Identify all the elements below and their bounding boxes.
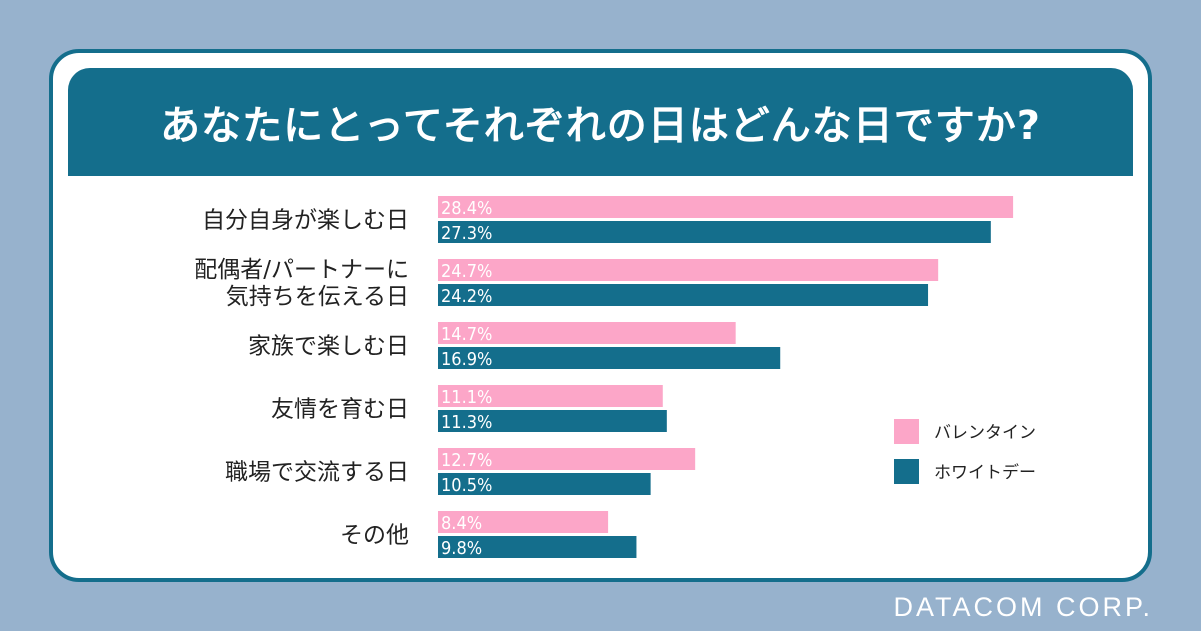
bar-valentine <box>438 448 696 470</box>
category-label: 家族で楽しむ日 <box>248 334 409 360</box>
data-label: 28.4% <box>441 198 492 219</box>
bar-valentine <box>438 259 939 281</box>
bar-whiteday <box>438 473 651 495</box>
data-label: 11.1% <box>441 387 492 408</box>
bar-valentine <box>438 511 609 533</box>
category-label: 職場で交流する日 <box>225 460 409 486</box>
bar-whiteday <box>438 347 781 369</box>
bar-whiteday <box>438 284 929 306</box>
category-label: 配偶者/パートナーに <box>194 257 409 283</box>
bar-whiteday <box>438 221 991 243</box>
category-label: 気持ちを伝える日 <box>226 284 409 310</box>
bar-whiteday <box>438 410 667 432</box>
data-label: 27.3% <box>441 223 492 244</box>
legend-swatch <box>894 459 919 484</box>
data-label: 9.8% <box>441 538 482 559</box>
legend-swatch <box>894 419 919 444</box>
data-label: 12.7% <box>441 450 492 471</box>
data-label: 16.9% <box>441 349 492 370</box>
category-label: その他 <box>340 523 409 549</box>
bar-valentine <box>438 385 663 407</box>
data-label: 8.4% <box>441 513 482 534</box>
category-label: 友情を育む日 <box>271 397 409 423</box>
bar-valentine <box>438 322 736 344</box>
data-label: 11.3% <box>441 412 492 433</box>
chart-title: あなたにとってそれぞれの日はどんな日ですか? <box>68 68 1133 176</box>
data-label: 24.7% <box>441 261 492 282</box>
category-label: 自分自身が楽しむ日 <box>202 208 409 234</box>
brand-logo-text: DATACOM CORP. <box>893 592 1153 622</box>
data-label: 14.7% <box>441 324 492 345</box>
data-label: 10.5% <box>441 475 492 496</box>
data-label: 24.2% <box>441 286 492 307</box>
legend-label: ホワイトデー <box>934 462 1036 483</box>
bar-valentine <box>438 196 1014 218</box>
legend-label: バレンタイン <box>934 423 1036 443</box>
bar-whiteday <box>438 536 637 558</box>
